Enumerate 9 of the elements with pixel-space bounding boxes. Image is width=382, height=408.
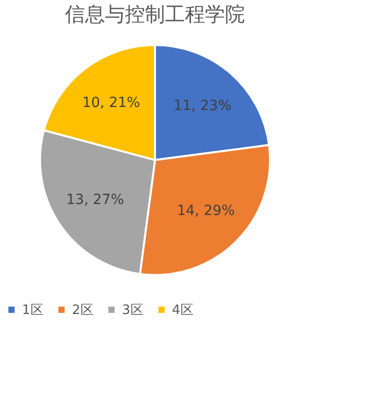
data-label: 11, 23% [174,98,232,114]
data-label: 14, 29% [176,202,235,219]
legend-label: 4区 [172,302,194,318]
data-label: 10, 21% [82,94,140,111]
chart-title: 信息与控制工程学院 [65,2,245,26]
legend-label: 1区 [22,302,44,318]
legend-label: 2区 [72,302,94,318]
data-label: 13, 27% [66,192,124,208]
legend-label: 3区 [122,302,144,318]
